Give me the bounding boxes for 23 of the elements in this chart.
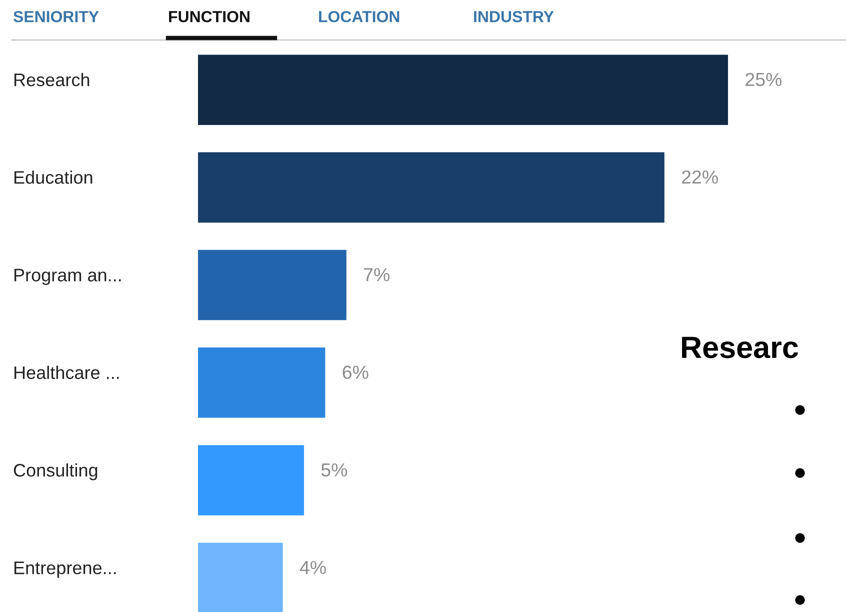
bar <box>198 152 664 223</box>
data-label: 22% <box>682 170 718 184</box>
y-tick-label: Program an... <box>14 268 121 286</box>
y-tick-label: Consulting <box>14 463 98 480</box>
y-tick-label: Research <box>14 72 90 86</box>
bar <box>198 445 304 516</box>
bar <box>198 347 326 418</box>
text: SENIORITY <box>13 10 99 22</box>
data-label: 7% <box>364 268 390 282</box>
text: LOCATION <box>319 10 400 22</box>
y-tick-label: Education <box>14 170 92 184</box>
bar <box>198 54 728 125</box>
y-tick-label: Entreprene... <box>14 562 116 578</box>
data-label: 4% <box>300 560 326 574</box>
y-tick-label: Healthcare ... <box>14 366 119 380</box>
annotation: Researc <box>682 336 798 358</box>
text: FUNCTION <box>169 10 250 22</box>
data-label: 6% <box>342 366 368 379</box>
bar <box>198 542 283 612</box>
text: INDUSTRY <box>474 10 554 22</box>
data-label: 25% <box>746 72 782 86</box>
bar <box>198 250 346 320</box>
data-label: 5% <box>321 463 348 477</box>
